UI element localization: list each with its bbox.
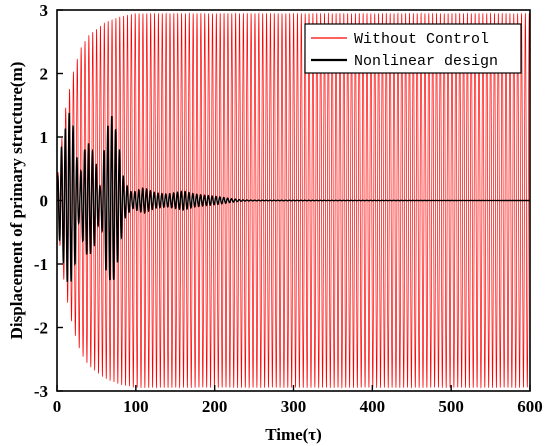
y-tick-label: 1: [40, 128, 49, 147]
legend-label-without-control: Without Control: [354, 31, 489, 48]
y-tick-label: 2: [40, 65, 49, 84]
x-tick-label: 0: [53, 397, 62, 416]
y-tick-label: 0: [40, 192, 49, 211]
x-tick-label: 300: [281, 397, 307, 416]
x-tick-label: 100: [123, 397, 149, 416]
y-axis-title: Displacement of primary structure(m): [7, 62, 26, 340]
x-tick-label: 500: [438, 397, 464, 416]
y-tick-label: -1: [34, 255, 48, 274]
series-line-nonlinear-design: [57, 112, 530, 282]
x-tick-label: 600: [517, 397, 543, 416]
plot-series-group: [57, 12, 530, 389]
x-axis-title: Time(τ): [265, 425, 322, 444]
axis-ticks-group: 0 100 200 300 400 500 600 -3 -2 -1 0 1 2 3: [34, 1, 543, 416]
x-tick-label: 400: [360, 397, 386, 416]
y-tick-label: -2: [34, 319, 48, 338]
y-tick-label: -3: [34, 382, 48, 401]
legend-box: [304, 23, 522, 74]
legend-label-nonlinear-design: Nonlinear design: [354, 53, 498, 70]
x-tick-label: 200: [202, 397, 228, 416]
chart-legend: Without Control Nonlinear design: [304, 23, 522, 74]
series-line-without-control: [57, 12, 530, 389]
y-tick-label: 3: [40, 1, 49, 20]
